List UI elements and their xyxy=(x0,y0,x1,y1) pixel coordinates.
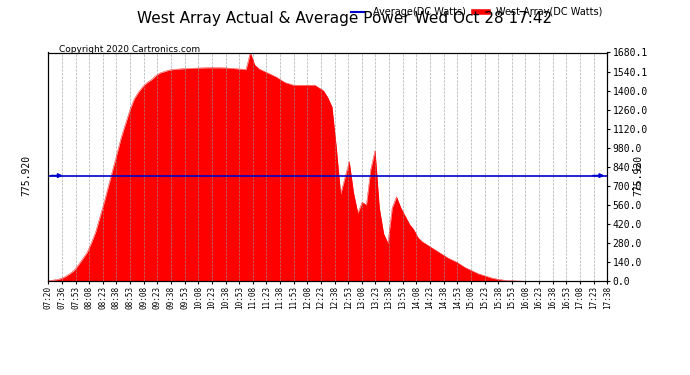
Legend: Average(DC Watts), West Array(DC Watts): Average(DC Watts), West Array(DC Watts) xyxy=(351,7,602,17)
Text: 775.920: 775.920 xyxy=(21,155,31,196)
Text: West Array Actual & Average Power Wed Oct 28 17:42: West Array Actual & Average Power Wed Oc… xyxy=(137,11,553,26)
Text: 775.920: 775.920 xyxy=(633,155,643,196)
Text: Copyright 2020 Cartronics.com: Copyright 2020 Cartronics.com xyxy=(59,45,200,54)
